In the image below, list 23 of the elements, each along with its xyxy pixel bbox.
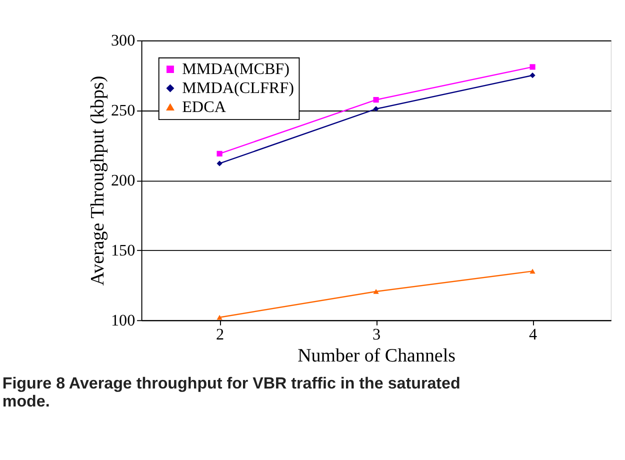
x-tick-label: 3 bbox=[372, 326, 381, 344]
x-tick-label: 4 bbox=[528, 326, 538, 344]
x-tick-label: 2 bbox=[216, 326, 224, 344]
legend-label: EDCA bbox=[182, 98, 226, 116]
point bbox=[373, 289, 379, 294]
point bbox=[216, 314, 222, 320]
point bbox=[530, 72, 536, 78]
point bbox=[530, 64, 536, 70]
y-axis-title: Average Throughput (kbps) bbox=[87, 76, 108, 286]
point bbox=[373, 106, 379, 112]
legend-label: MMDA(CLFRF) bbox=[182, 80, 294, 97]
y-tick-label: 150 bbox=[110, 242, 136, 260]
point bbox=[216, 150, 222, 156]
y-tick-label: 250 bbox=[110, 102, 136, 120]
legend-label: MMDA(MCBF) bbox=[182, 61, 290, 78]
point bbox=[216, 160, 222, 166]
y-tick-label: 200 bbox=[110, 172, 136, 190]
y-tick-label: 100 bbox=[110, 312, 136, 330]
x-axis-title: Number of Channels bbox=[298, 345, 456, 366]
caption: Figure 8 Average throughput for VBR traffic in the saturated mode. bbox=[2, 374, 460, 410]
y-tick-label: 300 bbox=[110, 32, 136, 50]
point bbox=[530, 268, 536, 274]
point bbox=[373, 97, 379, 103]
